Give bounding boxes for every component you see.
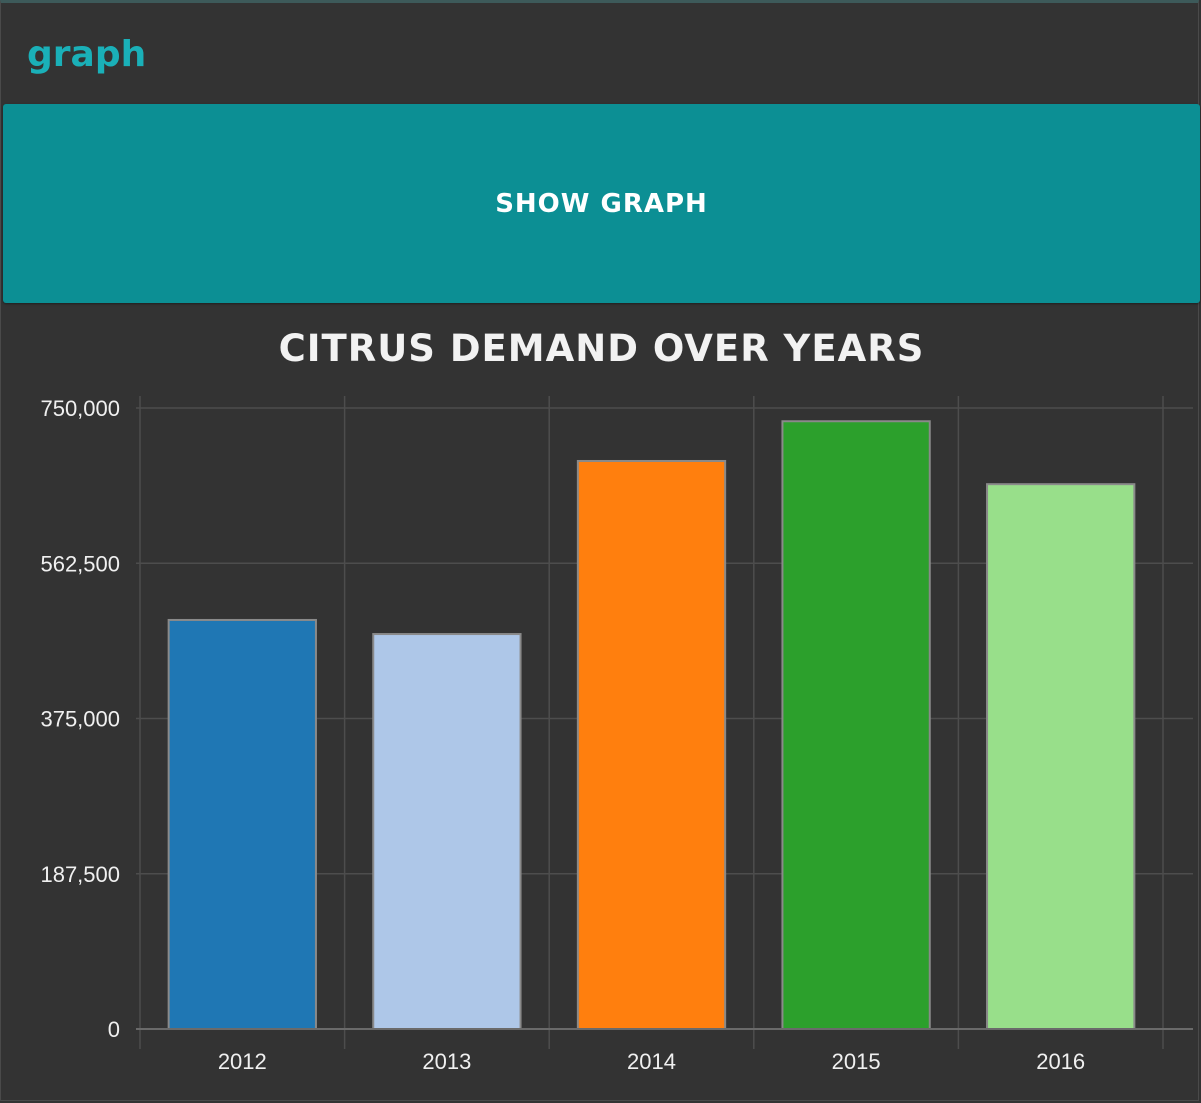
bar-2016[interactable] — [986, 483, 1136, 1030]
y-tick-label: 187,500 — [40, 862, 120, 887]
axis-layer: 0 187,500 375,000 562,500 750,000 2012 2013 201… — [40, 396, 1193, 1074]
y-tick-label: 375,000 — [40, 707, 120, 732]
bar-2015[interactable] — [781, 420, 931, 1031]
bar-chart: 0 187,500 375,000 562,500 750,000 2012 2013 201… — [40, 396, 1193, 1074]
app-title: graph — [27, 34, 147, 75]
bar-2014[interactable] — [576, 459, 727, 1030]
x-tick-label: 2015 — [832, 1049, 881, 1074]
chart-title: CITRUS DEMAND OVER YEARS — [278, 327, 925, 370]
y-tick-label: 562,500 — [40, 551, 120, 576]
bar-2013[interactable] — [372, 633, 522, 1030]
x-tick-label: 2012 — [218, 1049, 267, 1074]
y-tick-label: 0 — [108, 1017, 120, 1042]
x-tick-label: 2014 — [627, 1049, 676, 1074]
bar-2012[interactable] — [167, 618, 317, 1031]
bar-layer — [167, 420, 1136, 1031]
y-tick-label: 750,000 — [40, 396, 120, 421]
x-tick-label: 2016 — [1036, 1049, 1085, 1074]
show-graph-button[interactable]: SHOW GRAPH — [3, 104, 1200, 303]
x-tick-label: 2013 — [422, 1049, 471, 1074]
